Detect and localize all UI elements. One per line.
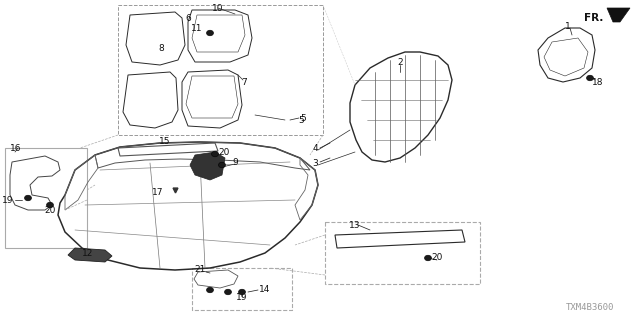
Text: 3: 3 (312, 158, 318, 167)
Ellipse shape (211, 151, 218, 157)
Bar (5, 148, 87, 248)
Ellipse shape (225, 289, 232, 295)
Text: 16: 16 (10, 143, 22, 153)
Text: 20: 20 (44, 205, 56, 214)
Ellipse shape (586, 75, 593, 81)
Ellipse shape (218, 162, 225, 168)
Text: 19: 19 (3, 196, 13, 204)
Text: 12: 12 (83, 249, 93, 258)
Ellipse shape (207, 30, 214, 36)
Ellipse shape (207, 287, 214, 293)
Polygon shape (607, 8, 630, 22)
Text: 10: 10 (212, 4, 224, 12)
Text: 17: 17 (152, 188, 164, 196)
Text: 19: 19 (236, 293, 248, 302)
Text: 14: 14 (259, 285, 271, 294)
Polygon shape (68, 248, 112, 262)
Text: 15: 15 (159, 137, 171, 146)
Ellipse shape (239, 289, 246, 295)
Ellipse shape (47, 202, 54, 208)
Text: 5: 5 (298, 116, 304, 124)
Text: 7: 7 (241, 77, 247, 86)
Text: 13: 13 (349, 220, 361, 229)
Text: 21: 21 (195, 266, 205, 275)
Ellipse shape (24, 195, 31, 201)
Bar (192, 268, 292, 310)
Text: 9: 9 (232, 157, 238, 166)
Text: TXM4B3600: TXM4B3600 (566, 303, 614, 313)
Ellipse shape (424, 255, 431, 261)
Bar (325, 222, 480, 284)
Bar (118, 5, 323, 135)
Text: FR.: FR. (584, 13, 603, 23)
Text: 8: 8 (158, 44, 164, 52)
Text: 5: 5 (300, 114, 306, 123)
Text: 18: 18 (592, 77, 604, 86)
Text: 20: 20 (218, 148, 230, 156)
Text: 11: 11 (191, 23, 203, 33)
Polygon shape (190, 152, 225, 180)
Text: 2: 2 (397, 58, 403, 67)
Text: 1: 1 (565, 21, 571, 30)
Text: 4: 4 (312, 143, 318, 153)
Text: 6: 6 (185, 13, 191, 22)
Text: 20: 20 (431, 253, 443, 262)
